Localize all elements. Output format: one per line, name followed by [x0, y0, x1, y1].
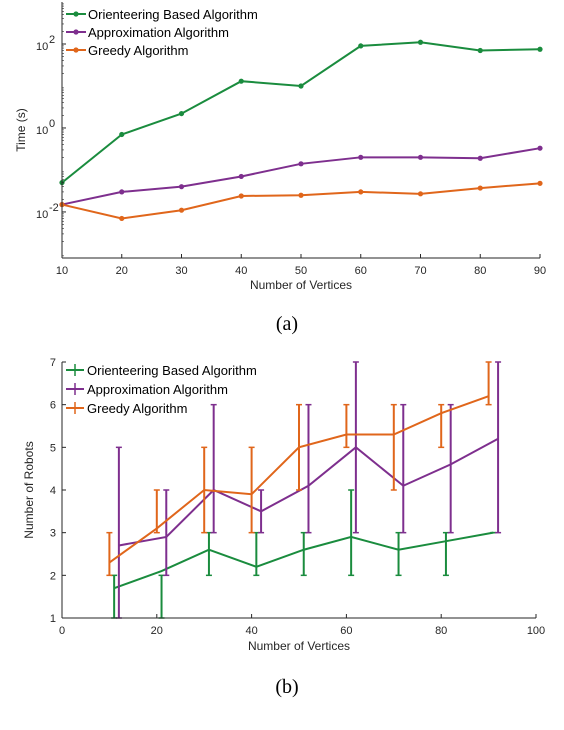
chart-a-y-tick-label: 100 [36, 118, 55, 137]
chart-a-x-tick-label: 80 [474, 265, 486, 277]
chart-a-point [238, 78, 244, 84]
chart-a-x-tick-label: 40 [235, 265, 247, 277]
chart-a-point [417, 191, 424, 197]
chart-b-series-line-0 [113, 531, 494, 590]
chart-a-y-tick-base: 10 [36, 209, 48, 221]
chart-a-marks [59, 39, 543, 222]
chart-a-legend: Orienteering Based Algorithm Approximatio… [66, 7, 258, 58]
chart-b-x-tick-label: 60 [340, 625, 352, 637]
chart-a-y-tick-exponent: 2 [49, 34, 55, 46]
chart-b-legend-label: Greedy Algorithm [87, 401, 187, 416]
chart-a-legend-label: Approximation Algorithm [88, 25, 229, 40]
chart-a-legend-marker [73, 47, 79, 53]
chart-b-legend-label: Approximation Algorithm [87, 382, 228, 397]
chart-a-x-tick-label: 10 [56, 265, 68, 277]
chart-a-point [119, 215, 125, 222]
chart-a-point [298, 83, 304, 89]
chart-a-point [477, 185, 483, 191]
chart-a-point [358, 43, 364, 49]
chart-a-y-tick-label: 10-2 [36, 202, 59, 221]
chart-a-point [537, 180, 543, 186]
chart-a-y-tick-exponent: -2 [49, 202, 59, 214]
chart-a-point [178, 207, 185, 213]
chart-b-y-tick-label: 5 [50, 442, 56, 454]
chart-a-legend-label: Orienteering Based Algorithm [88, 7, 258, 22]
chart-a-point [119, 131, 125, 138]
chart-a-x-tick-label: 90 [534, 265, 546, 277]
chart-b-legend-label: Orienteering Based Algorithm [87, 363, 257, 378]
chart-a-legend-marker [73, 11, 79, 17]
chart-b-x-tick-label: 40 [245, 625, 257, 637]
chart-a-y-tick-base: 10 [36, 41, 48, 53]
chart-a-x-tick-label: 50 [295, 265, 307, 277]
chart-a-legend-label: Greedy Algorithm [88, 43, 188, 58]
chart-a-ylabel: Time (s) [14, 108, 28, 152]
chart-a-point [238, 173, 244, 180]
chart-b-ylabel: Number of Robots [22, 441, 36, 538]
chart-b-ticks: 0 20 40 60 80 100 1 2 3 4 5 6 7 [50, 357, 545, 637]
chart-a-point [537, 46, 543, 52]
chart-b-y-tick-label: 6 [50, 400, 56, 412]
chart-a-y-tick-exponent: 0 [49, 118, 55, 130]
chart-b-caption: (b) [275, 676, 298, 698]
chart-a-point [119, 189, 125, 195]
chart-b-y-tick-label: 2 [50, 570, 56, 582]
chart-a-point [178, 110, 185, 117]
chart-a-point [298, 192, 304, 198]
chart-b-xlabel: Number of Vertices [248, 639, 350, 653]
chart-a-caption: (a) [276, 313, 298, 335]
chart-a-x-tick-label: 70 [414, 265, 426, 277]
chart-a-legend-marker [73, 29, 79, 35]
chart-a-point [178, 184, 185, 190]
chart-b-y-tick-label: 1 [50, 613, 56, 625]
chart-b-x-tick-label: 0 [59, 625, 65, 637]
chart-a-point [298, 161, 304, 167]
chart-a-point [477, 47, 483, 54]
chart-a-point [537, 145, 543, 151]
chart-a-y-tick-label: 102 [36, 34, 55, 53]
chart-b-series-line-2 [108, 395, 489, 564]
chart-a-x-tick-label: 60 [355, 265, 367, 277]
chart-b-y-tick-label: 3 [50, 528, 56, 540]
chart-a-point [417, 154, 424, 160]
chart-a-x-tick-label: 30 [175, 265, 187, 277]
chart-a-x-tick-label: 20 [116, 265, 128, 277]
chart-b-legend: Orienteering Based Algorithm Approximatio… [66, 363, 257, 416]
chart-b-y-tick-label: 4 [50, 485, 56, 497]
chart-a-point [358, 189, 364, 195]
chart-a-series-line-2 [61, 182, 541, 220]
chart-a-point [417, 39, 424, 45]
chart-b-y-tick-label: 7 [50, 357, 56, 369]
chart-a-point [477, 155, 483, 161]
chart-b-x-tick-label: 100 [527, 625, 545, 637]
chart-a-y-tick-base: 10 [36, 125, 48, 137]
chart-a-point [238, 193, 244, 199]
chart-b-series-line-1 [118, 437, 499, 547]
chart-a-point [358, 154, 364, 160]
chart-b-robots-vs-vertices: 0 20 40 60 80 100 1 2 3 4 5 6 7 Orienteering Based A… [22, 357, 545, 698]
chart-b-x-tick-label: 80 [435, 625, 447, 637]
chart-a-xlabel: Number of Vertices [250, 278, 352, 292]
chart-b-x-tick-label: 20 [151, 625, 163, 637]
